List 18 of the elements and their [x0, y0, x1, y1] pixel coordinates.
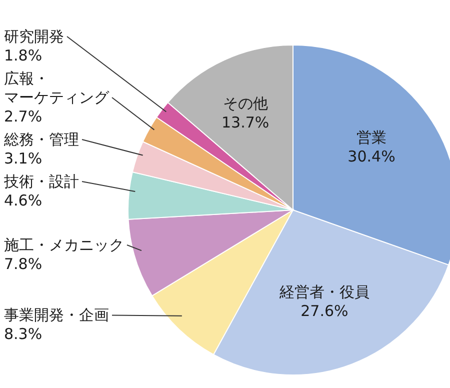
data-label: 8.3% — [4, 325, 42, 344]
slice-label: 営業 — [356, 128, 387, 146]
data-label: 30.4% — [348, 147, 396, 166]
slice-label: 技術・設計 — [3, 172, 79, 191]
data-label: 27.6% — [300, 302, 348, 320]
slice-label: 広報・マーケティング — [4, 70, 110, 107]
data-label: 13.7% — [221, 114, 270, 132]
slice-label: 研究開発 — [4, 28, 64, 46]
slice-label: 総務・管理 — [3, 130, 79, 149]
slice-label: その他 — [222, 94, 268, 113]
slice-label: 経営者・役員 — [278, 283, 370, 302]
data-label: 2.7% — [4, 108, 42, 126]
data-label: 7.8% — [4, 255, 42, 274]
slice-label: 事業開発・企画 — [4, 306, 109, 324]
data-label: 4.6% — [4, 192, 42, 210]
data-label: 1.8% — [4, 46, 42, 65]
slice-label: 施工・メカニック — [4, 236, 124, 254]
data-label: 3.1% — [4, 150, 42, 168]
